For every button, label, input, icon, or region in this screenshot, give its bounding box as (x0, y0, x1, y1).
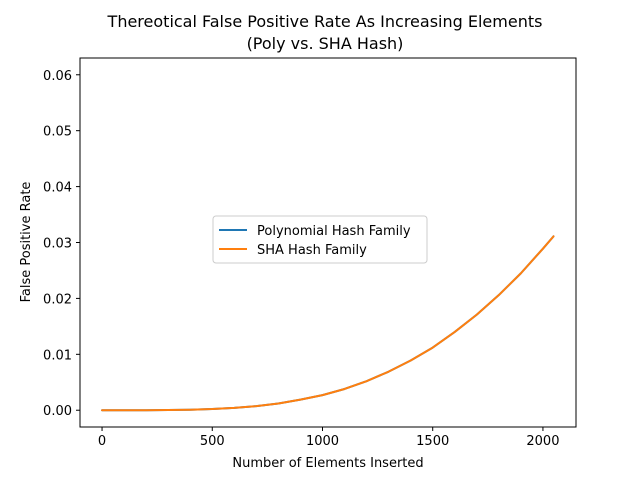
series-line-sha (101, 235, 555, 412)
y-tick-label: 0.01 (43, 348, 72, 363)
legend-label-polynomial: Polynomial Hash Family (257, 224, 411, 239)
x-tick-label: 1500 (416, 434, 449, 449)
x-axis-label: Number of Elements Inserted (232, 456, 423, 471)
legend: Polynomial Hash Family SHA Hash Family (212, 215, 428, 264)
series-layer (101, 235, 555, 412)
y-axis-ticks: 0.00 0.01 0.02 0.03 0.04 0.05 0.06 (43, 69, 80, 419)
y-tick-label: 0.06 (43, 69, 72, 84)
y-tick-label: 0.04 (43, 181, 72, 196)
y-tick-label: 0.05 (43, 125, 72, 140)
y-tick-label: 0.00 (43, 404, 72, 419)
legend-label-sha: SHA Hash Family (257, 243, 367, 258)
legend-box (212, 215, 428, 264)
chart-title-line2: (Poly vs. SHA Hash) (247, 34, 404, 53)
x-tick-label: 500 (200, 434, 225, 449)
y-tick-label: 0.03 (43, 237, 72, 252)
x-axis-ticks: 0 500 1000 1500 2000 (98, 427, 559, 449)
chart-title-line1: Thereotical False Positive Rate As Incre… (107, 12, 543, 31)
x-tick-label: 2000 (526, 434, 559, 449)
x-tick-label: 1000 (306, 434, 339, 449)
y-axis-label: False Positive Rate (19, 182, 34, 303)
y-tick-label: 0.02 (43, 292, 72, 307)
x-tick-label: 0 (98, 434, 106, 449)
